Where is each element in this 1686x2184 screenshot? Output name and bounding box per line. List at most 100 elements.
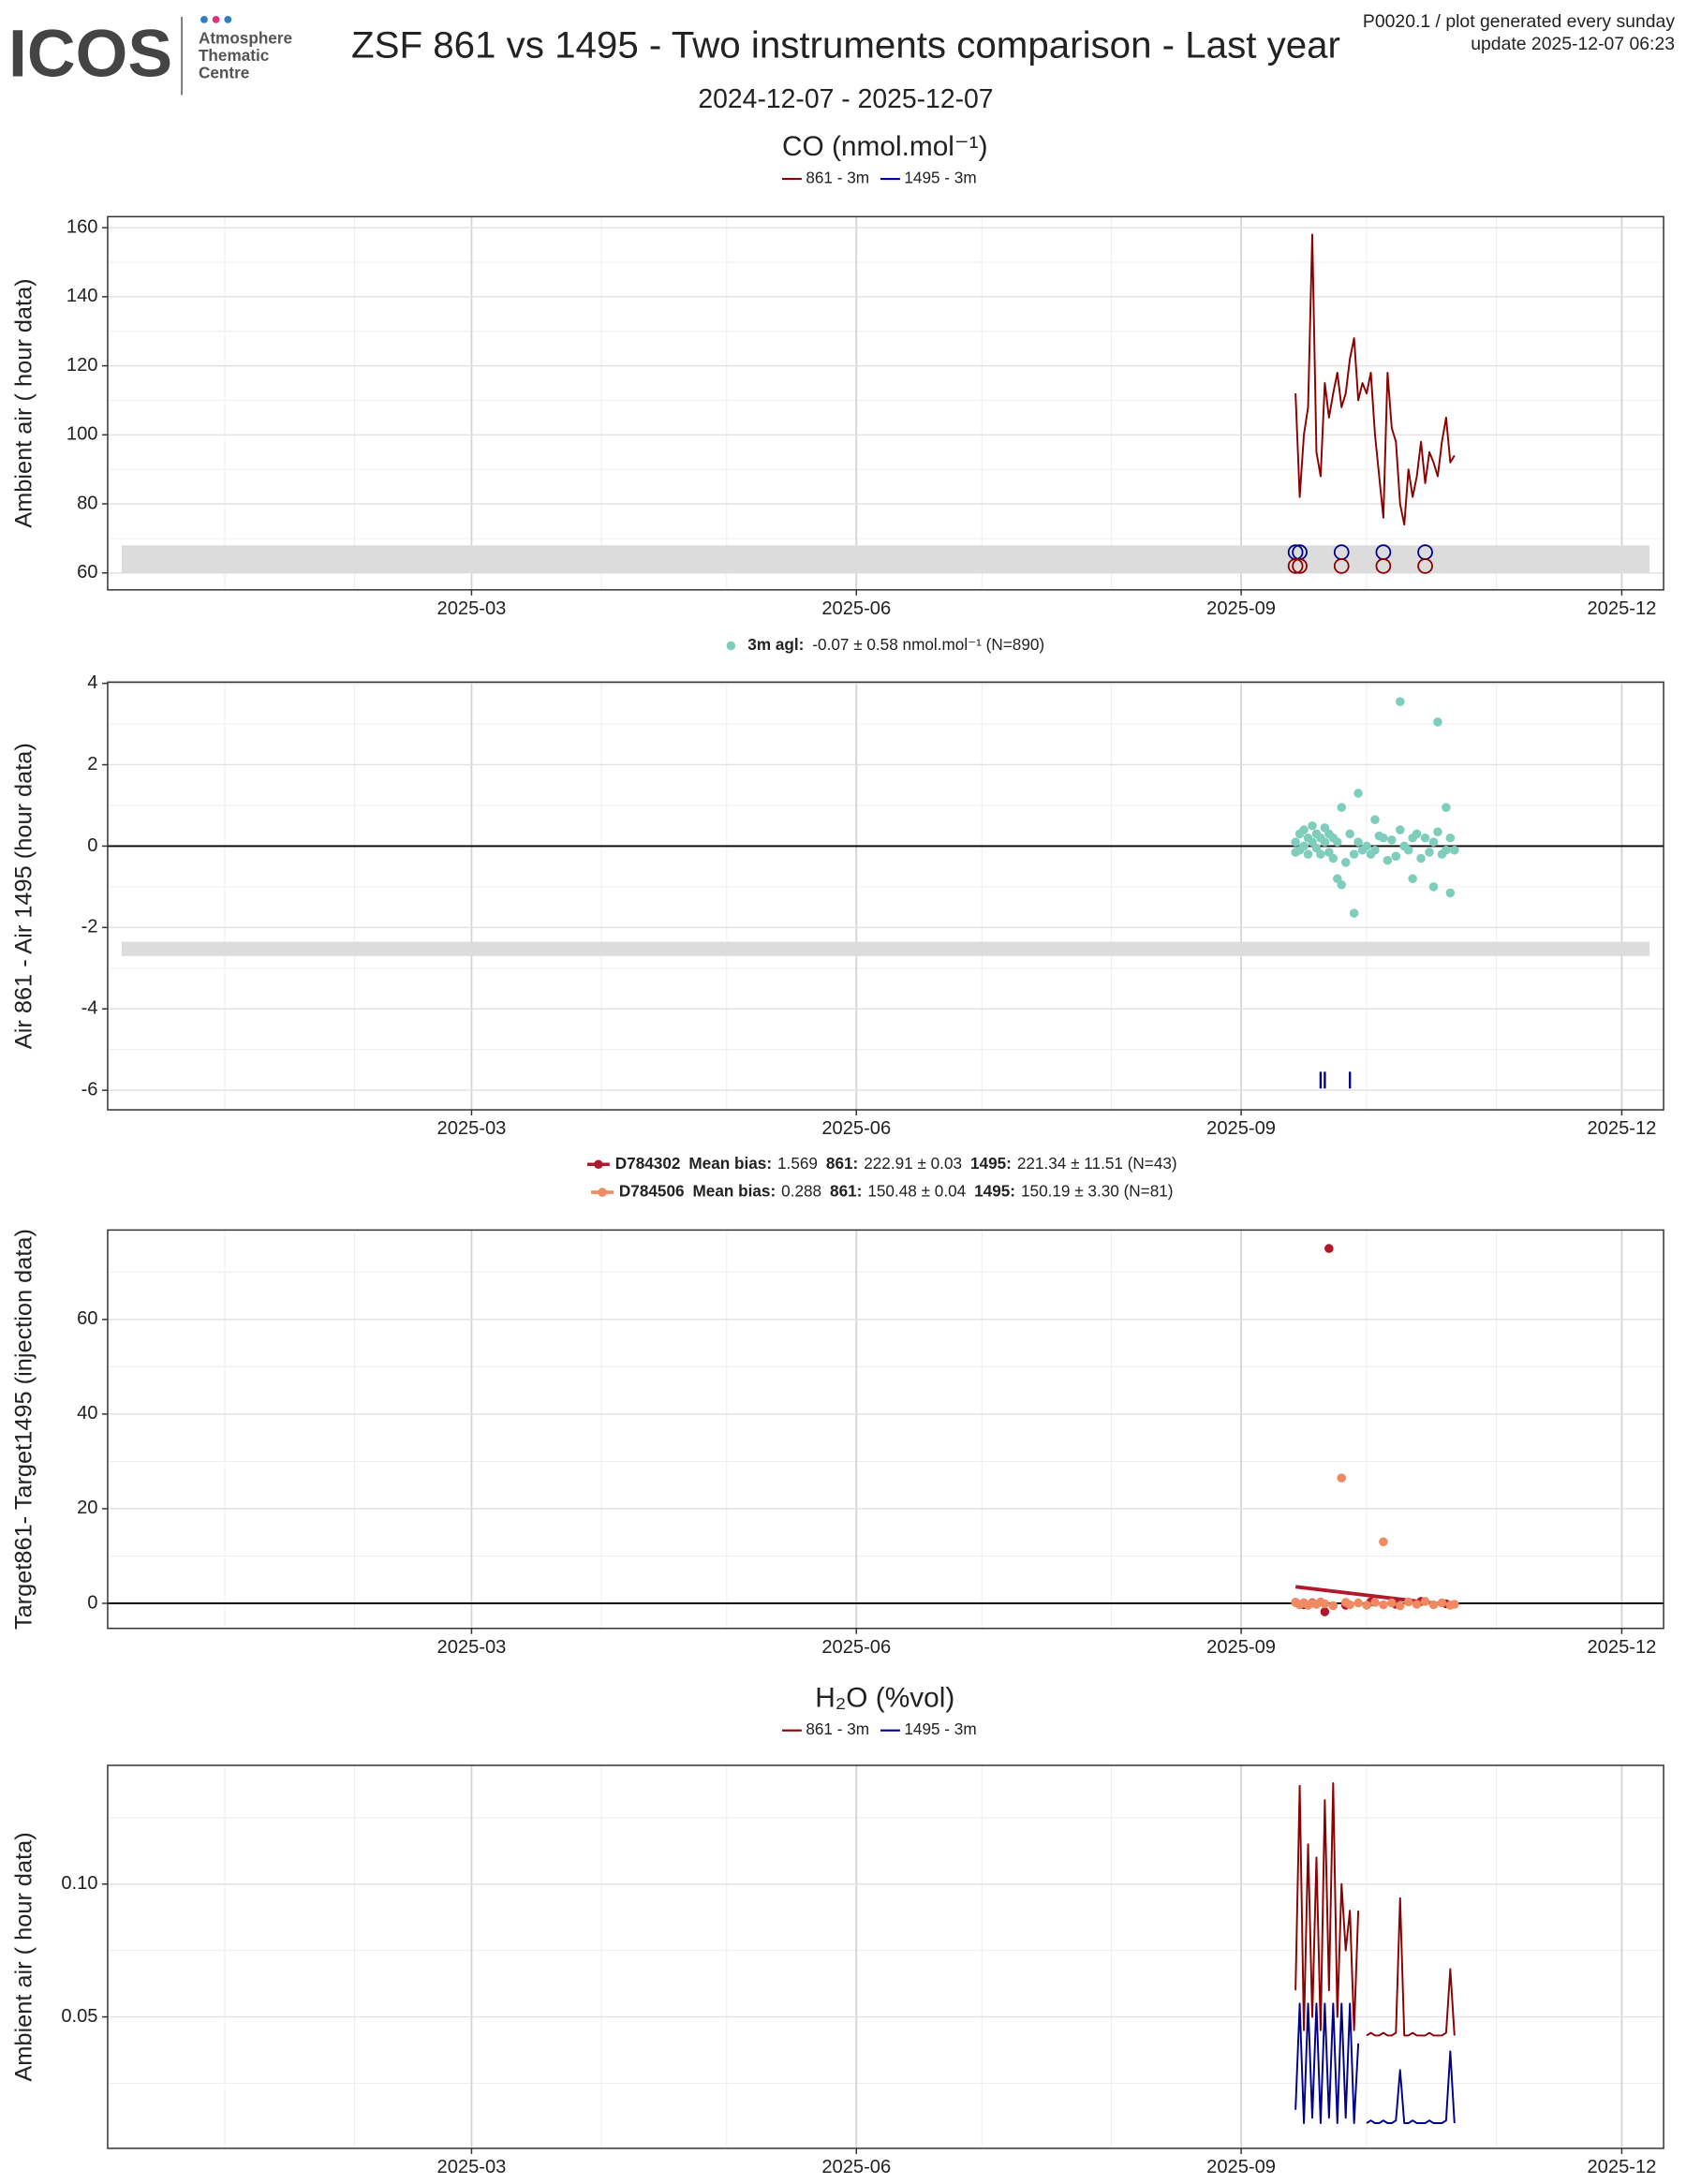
x-tick-label: 2025-06 [821, 598, 891, 619]
y-tick-label: 80 [77, 493, 97, 513]
flag-band [121, 545, 1650, 573]
legend-label: 861: [826, 1154, 858, 1173]
logo: ICOS [8, 17, 172, 92]
logo-dot [200, 16, 208, 23]
plot-border [107, 215, 1664, 591]
data-point [1291, 837, 1300, 847]
x-tick-label: 2025-03 [437, 1118, 507, 1139]
data-point [1395, 697, 1405, 706]
y-tick-label: -6 [81, 1079, 98, 1099]
section-title: CO (nmol.mol⁻¹) [782, 131, 988, 162]
data-point [1349, 908, 1359, 918]
legend: 861 - 3m 1495 - 3m [781, 169, 977, 187]
legend-label: -0.07 ± 0.58 nmol.mol⁻¹ (N=890) [812, 635, 1044, 654]
data-point [1412, 829, 1422, 839]
section-title: H₂O (%vol) [815, 1683, 954, 1714]
data-point [1340, 858, 1351, 867]
data-point [1379, 833, 1388, 843]
data-point [1428, 1600, 1439, 1610]
flag-band [121, 941, 1650, 956]
legend-label: 3m agl: [747, 635, 804, 654]
data-point [1395, 825, 1405, 834]
plot-background [107, 1230, 1664, 1629]
legend-label: 150.19 ± 3.30 (N=81) [1021, 1182, 1174, 1201]
y-tick-label: 140 [67, 286, 98, 306]
x-tick-label: 2025-03 [437, 598, 507, 619]
data-point [1337, 1473, 1347, 1483]
plot-background [107, 682, 1664, 1111]
data-point [1408, 874, 1417, 883]
y-axis-title: Target861- Target1495 (injection data) [11, 1229, 37, 1630]
legend-swatch [594, 1159, 603, 1170]
data-point [1416, 853, 1426, 863]
legend-label: Mean bias: [688, 1154, 772, 1173]
logo-text: Centre [199, 64, 249, 82]
data-point [1403, 846, 1413, 855]
y-tick-label: 120 [67, 355, 98, 376]
legend-label: 1495: [970, 1154, 1012, 1173]
y-tick-label: 20 [77, 1498, 97, 1518]
panel: 2025-03 2025-06 2025-09 2025-12 0 20 40 60 Targe… [11, 1154, 1664, 1658]
event-marker [1292, 558, 1308, 574]
y-tick-label: 0.10 [61, 1873, 97, 1894]
data-point [1345, 829, 1354, 839]
x-tick-label: 2025-09 [1206, 1118, 1276, 1139]
data-point [1387, 1598, 1397, 1608]
y-tick-label: 4 [87, 672, 97, 693]
data-point [1412, 1600, 1422, 1609]
y-axis-title: Ambient air ( hour data) [11, 1832, 37, 2081]
data-point [1379, 1600, 1388, 1610]
data-point [1353, 789, 1363, 798]
legend-label: 861: [830, 1182, 862, 1201]
data-point [1442, 803, 1451, 812]
logo-dot [224, 16, 232, 23]
panel: 2025-03 2025-06 2025-09 2025-12 60 80 100 120 14… [11, 131, 1664, 619]
data-point [1420, 1597, 1430, 1606]
legend-label: D784506 [619, 1182, 685, 1201]
data-line [1294, 1782, 1456, 2037]
plot-border [107, 1229, 1664, 1630]
data-point [1362, 841, 1371, 851]
legend-label: D784302 [615, 1154, 681, 1173]
page-subtitle: 2024-12-07 - 2025-12-07 [698, 84, 993, 114]
data-point [1299, 825, 1309, 834]
x-tick-label: 2025-09 [1206, 598, 1276, 619]
panel: 2025-03 2025-06 2025-09 2025-12 -6 -4 -2 0 2 4 Air… [11, 635, 1664, 1139]
data-point [1333, 837, 1342, 847]
data-point [1403, 1597, 1413, 1607]
data-point [1370, 1598, 1380, 1607]
x-tick-label: 2025-12 [1588, 1118, 1657, 1139]
y-axis-title: Ambient air ( hour data) [11, 278, 37, 527]
event-marker [1333, 558, 1350, 574]
data-point [1320, 1599, 1330, 1609]
data-point [1316, 849, 1325, 859]
data-point [1328, 1601, 1338, 1611]
data-point [1428, 882, 1439, 892]
plot-background [107, 216, 1664, 590]
legend-label: 1495: [974, 1182, 1015, 1201]
legend-label: 221.34 ± 11.51 (N=43) [1017, 1154, 1177, 1173]
legend-swatch [726, 641, 736, 651]
logo-text: Thematic [199, 46, 270, 65]
x-tick-label: 2025-06 [821, 1118, 891, 1139]
data-point [1353, 837, 1363, 847]
data-point [1442, 846, 1451, 855]
legend-label: 222.91 ± 0.03 [864, 1154, 962, 1173]
data-point [1450, 1600, 1459, 1609]
data-point [1362, 1601, 1371, 1610]
data-point [1425, 848, 1434, 857]
data-line [1294, 233, 1456, 526]
data-point [1428, 837, 1439, 847]
legend: 3m agl: -0.07 ± 0.58 nmol.mol⁻¹ (N=890) [726, 635, 1044, 654]
event-marker [1417, 558, 1433, 574]
y-tick-label: -2 [81, 917, 98, 937]
plot-border [107, 1764, 1664, 2149]
data-point [1353, 1598, 1363, 1608]
y-tick-label: 100 [67, 424, 98, 445]
info-text: P0020.1 / plot generated every sunday [1363, 11, 1675, 32]
legend: 861 - 3m 1495 - 3m [781, 1719, 977, 1738]
legend-label: 1.569 [777, 1154, 818, 1173]
plot-border [107, 681, 1664, 1111]
page-title: ZSF 861 vs 1495 - Two instruments compar… [351, 23, 1340, 66]
